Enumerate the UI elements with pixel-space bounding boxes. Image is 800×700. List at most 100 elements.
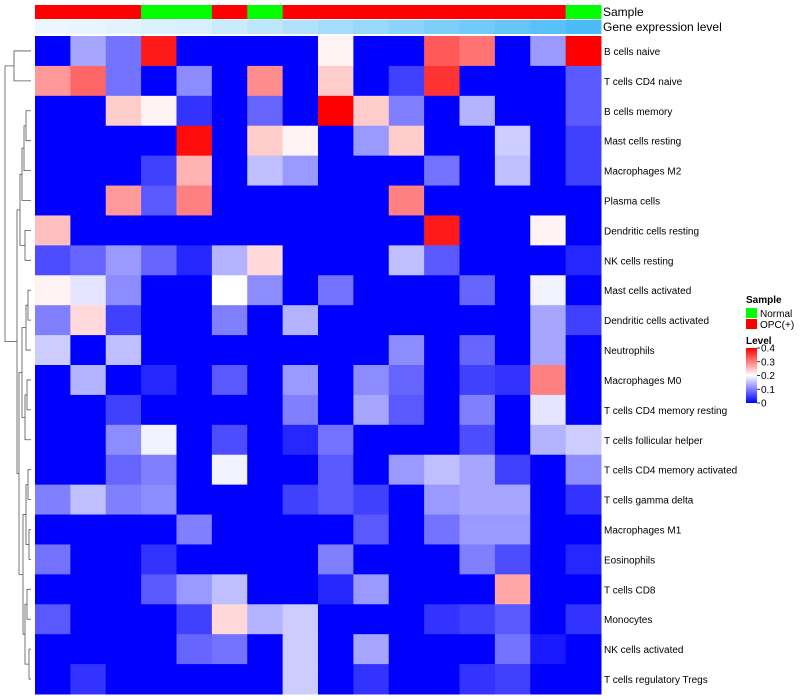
heatmap-cell <box>141 335 177 366</box>
heatmap-cell <box>530 574 567 605</box>
heatmap-cell <box>176 365 213 396</box>
heatmap-cell <box>459 215 496 246</box>
heatmap-cell <box>565 514 602 545</box>
heatmap-cell <box>530 544 567 575</box>
heatmap-cell <box>565 245 602 276</box>
dendrogram-branch <box>24 394 31 441</box>
heatmap-cell <box>318 155 354 187</box>
heatmap-cell <box>353 514 390 545</box>
legend-tick-label: 0.4 <box>761 344 775 355</box>
heatmap-cell <box>247 245 284 276</box>
heatmap-cell <box>494 514 531 545</box>
heatmap-cell <box>353 634 390 665</box>
heatmap-cell <box>353 36 390 67</box>
heatmap-cell <box>530 65 567 97</box>
heatmap-cell <box>35 514 71 545</box>
sample-annotation-cell <box>211 5 248 19</box>
heatmap-cell <box>388 125 425 157</box>
heatmap-cell <box>424 484 460 516</box>
sample-annotation-cell <box>565 5 602 19</box>
heatmap-cell <box>141 185 177 216</box>
heatmap-cell <box>70 245 107 276</box>
heatmap-cell <box>353 484 390 516</box>
heatmap-cell <box>494 245 531 276</box>
heatmap-cell <box>494 484 531 516</box>
sample-annotation-cell <box>176 5 213 19</box>
heatmap-cell <box>318 365 354 396</box>
heatmap-cell <box>353 424 390 456</box>
heatmap-cell <box>247 514 284 545</box>
heatmap-cell <box>35 65 71 97</box>
heatmap-cell <box>318 664 354 695</box>
heatmap-cell <box>211 215 248 246</box>
row-label: Mast cells activated <box>604 286 691 297</box>
heatmap-cell <box>282 424 319 456</box>
heatmap-cell <box>211 634 248 665</box>
heatmap-cell <box>176 125 213 157</box>
sample-annotation-cell <box>141 5 177 19</box>
heatmap-cell <box>282 305 319 336</box>
heatmap-cell <box>353 215 390 246</box>
heatmap-cell <box>388 95 425 127</box>
heatmap-cell <box>176 305 213 336</box>
heatmap-cell <box>318 65 354 97</box>
heatmap-cell <box>353 185 390 216</box>
heatmap-cell <box>282 394 319 426</box>
heatmap-cell <box>530 664 567 695</box>
sample-annotation-cell <box>282 5 319 19</box>
heatmap-cell <box>176 275 213 306</box>
row-label: T cells CD4 naive <box>604 77 683 88</box>
row-label: B cells memory <box>604 107 672 118</box>
row-label: Neutrophils <box>604 346 655 357</box>
heatmap-cell <box>353 454 390 486</box>
row-label: Mast cells resting <box>604 137 681 148</box>
heatmap-cell <box>247 544 284 575</box>
heatmap-cell <box>282 155 319 187</box>
heatmap-cell <box>530 424 567 456</box>
row-label: Eosinophils <box>604 555 655 566</box>
sample-row-label: Sample <box>603 5 644 19</box>
heatmap-cell <box>565 185 602 216</box>
heatmap-cell <box>141 125 177 157</box>
heatmap-cell <box>141 634 177 665</box>
heatmap-cell <box>565 454 602 486</box>
heatmap-cell <box>530 634 567 665</box>
heatmap-cell <box>459 155 496 187</box>
sample-annotation-cell <box>35 5 71 19</box>
heatmap-cell <box>141 484 177 516</box>
dendrogram-branch <box>16 209 20 474</box>
heatmap-cell <box>176 245 213 276</box>
heatmap-cell <box>388 664 425 695</box>
heatmap-cell <box>211 65 248 97</box>
heatmap-cell <box>530 514 567 545</box>
heatmap-cell <box>105 185 142 216</box>
heatmap-cell <box>176 454 213 486</box>
heatmap-cell <box>530 185 567 216</box>
heatmap-cell <box>70 544 107 575</box>
sample-annotation-cell <box>424 5 460 19</box>
heatmap-cell <box>424 65 460 97</box>
heatmap-cell <box>105 664 142 695</box>
heatmap-cell <box>35 394 71 426</box>
heatmap-cell <box>459 185 496 216</box>
heatmap-cell <box>318 604 354 635</box>
heatmap-cell <box>494 424 531 456</box>
heatmap-cell <box>211 335 248 366</box>
heatmap-cell <box>530 275 567 306</box>
heatmap-cell <box>494 335 531 366</box>
heatmap-cell <box>35 245 71 276</box>
heatmap-cell <box>282 245 319 276</box>
heatmap-cell <box>530 155 567 187</box>
row-label: Macrophages M2 <box>604 167 682 178</box>
dendrogram-branch <box>25 304 31 351</box>
heatmap-cell <box>70 305 107 336</box>
dendrogram-branch <box>13 50 31 82</box>
heatmap-cell <box>318 574 354 605</box>
heatmap-cell <box>388 574 425 605</box>
heatmap-cell <box>388 454 425 486</box>
heatmap-cell <box>565 574 602 605</box>
heatmap-cell <box>318 95 354 127</box>
heatmap-cell <box>70 185 107 216</box>
heatmap-cell <box>176 394 213 426</box>
heatmap-cell <box>105 305 142 336</box>
